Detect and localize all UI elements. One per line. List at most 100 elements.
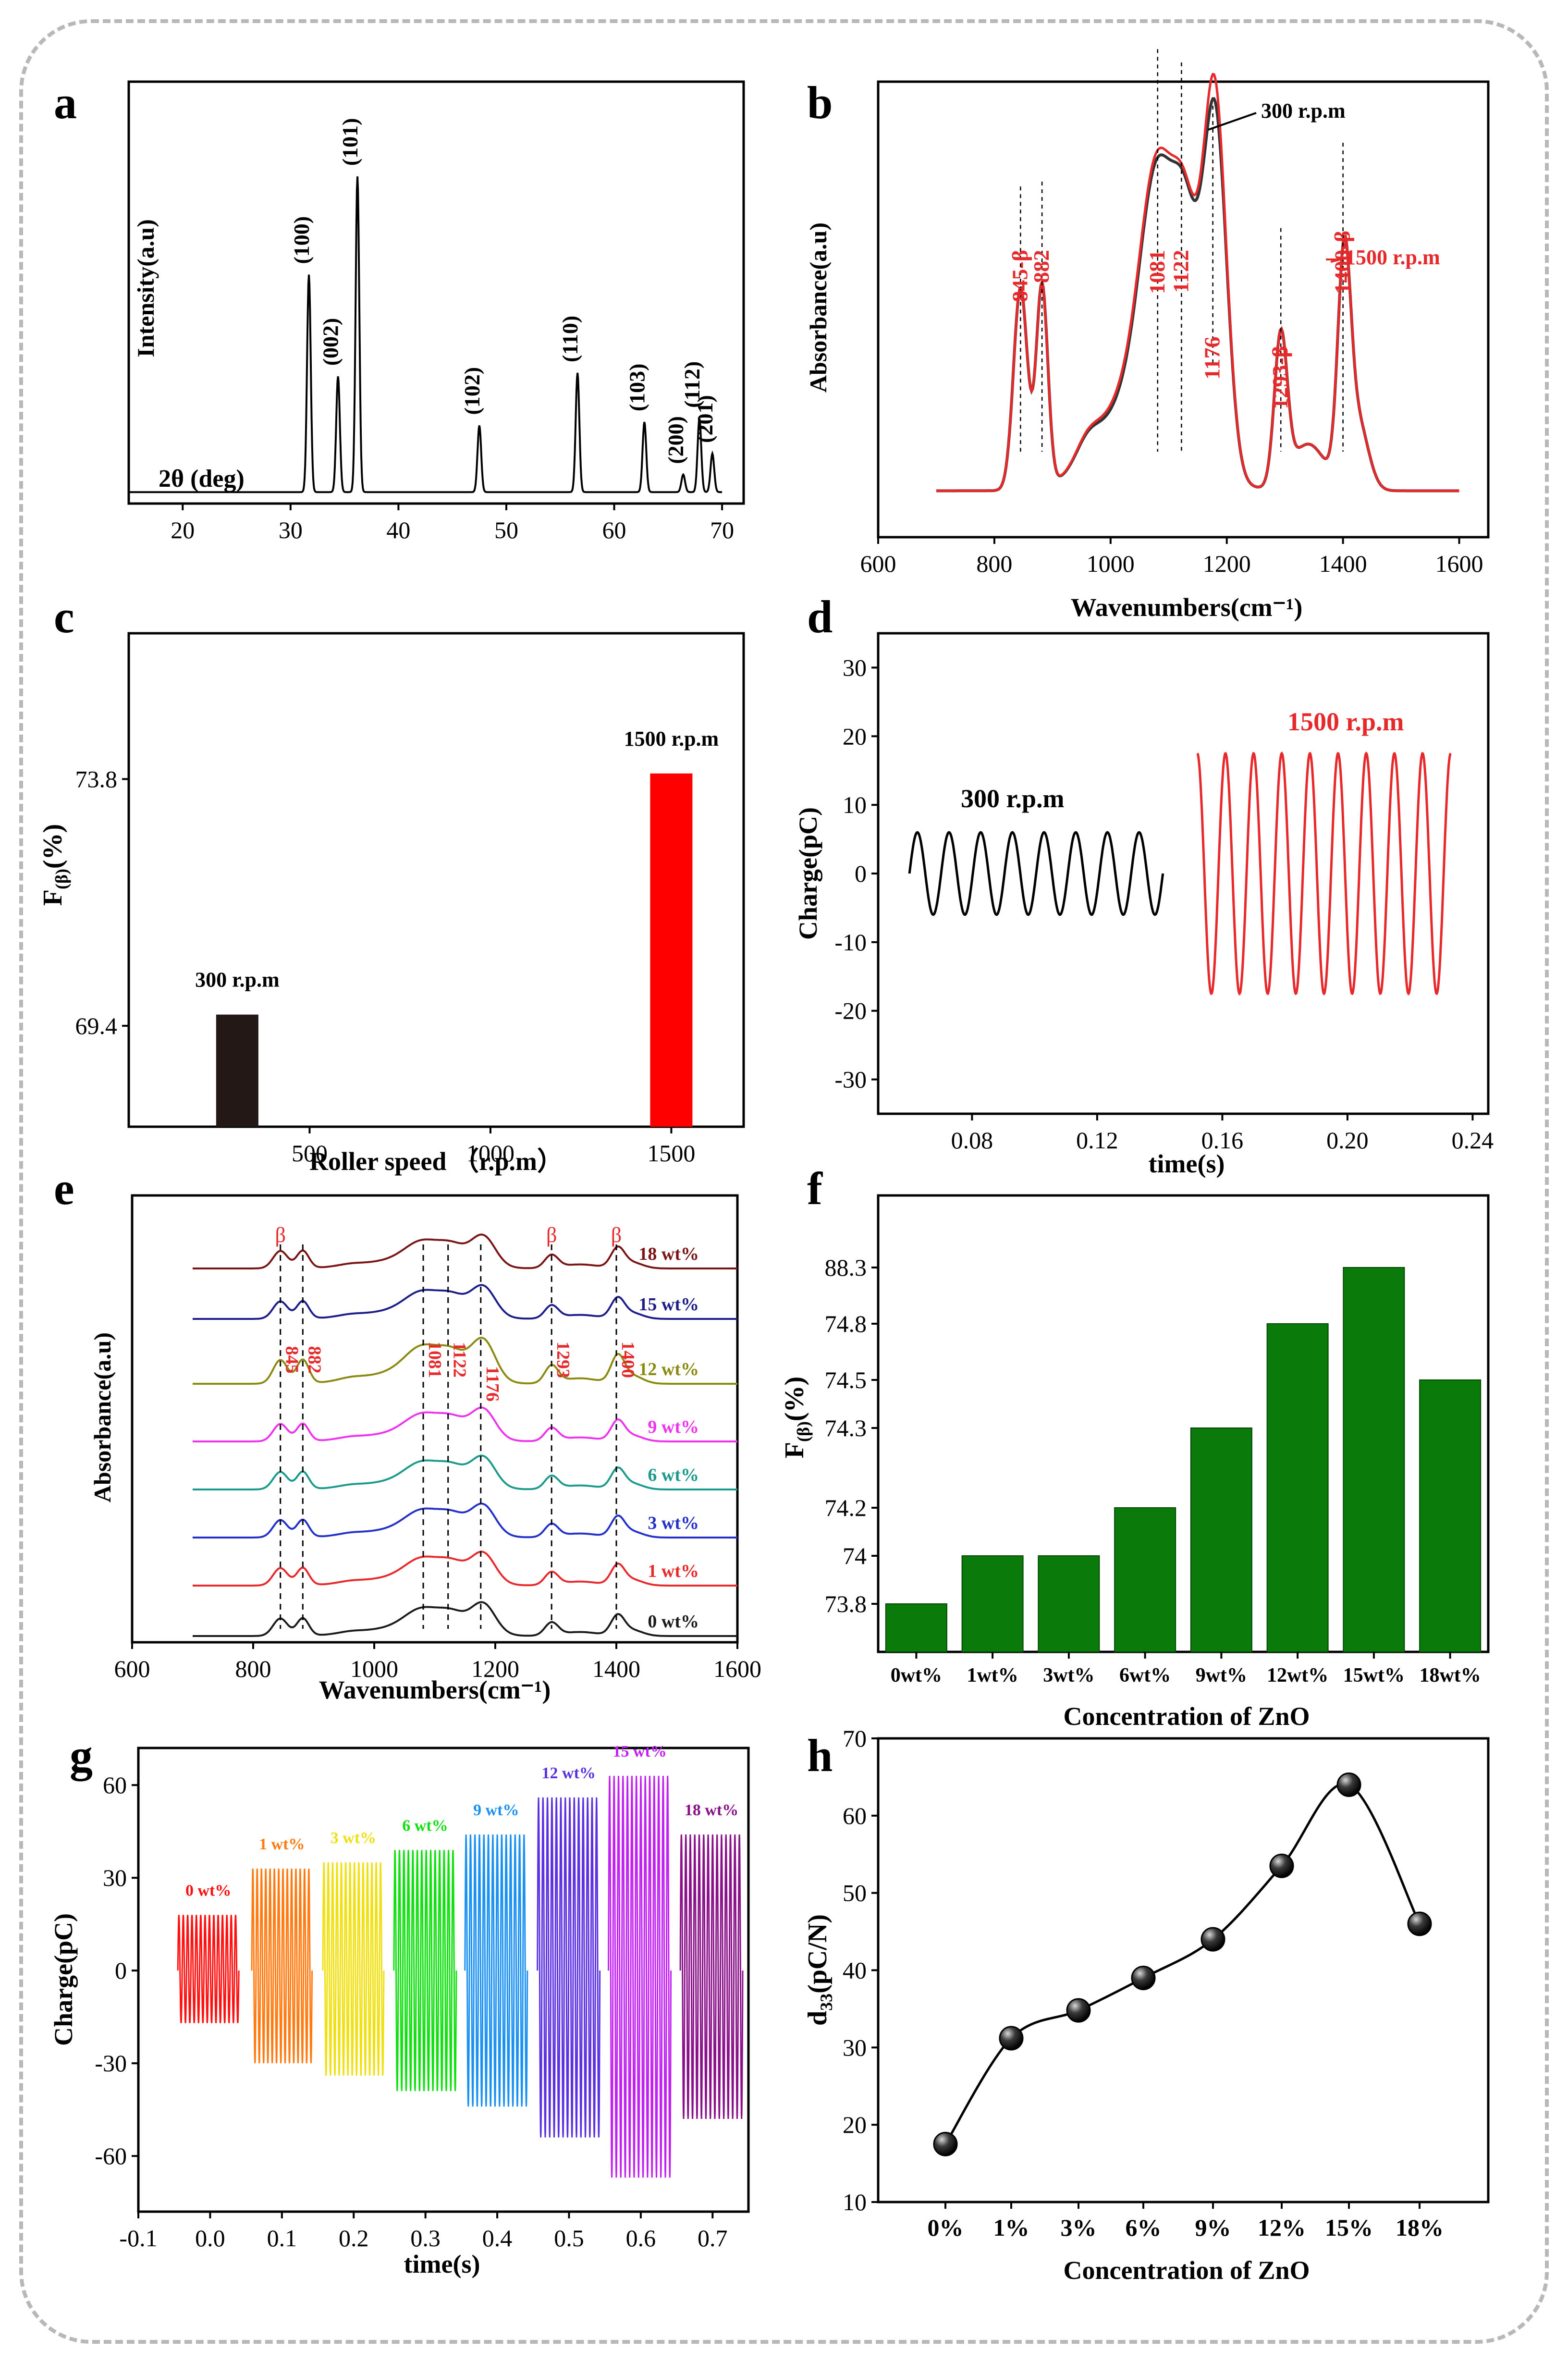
panel-g-x-tick-label-6: 0.5 — [554, 2225, 584, 2252]
dashed-figure-border — [19, 19, 1549, 2344]
panel-h-y-tick-label-0: 10 — [843, 2189, 867, 2215]
panel-h-y-tick-label-4: 50 — [843, 1880, 867, 1907]
panel-g-series-label-0: 0 wt% — [185, 1882, 231, 1899]
panel-b-y-axis-title: Absorbance(a.u) — [805, 222, 832, 393]
panel-d-charge-chart: 0.08 0.12 0.16 0.20 0.24 -30 -20 -10 0 10 20 30 300 … — [794, 632, 1494, 1178]
panel-h-y-tick-label-2: 30 — [843, 2034, 867, 2061]
panel-e-x-axis-title: Wavenumbers(cm⁻¹) — [319, 1675, 551, 1704]
panel-f-x-tick-label-7: 18wt% — [1419, 1664, 1481, 1686]
panel-h-x-tick-label-4: 9% — [1195, 2214, 1231, 2241]
panel-h-y-tick-label-1: 20 — [843, 2111, 867, 2138]
panel-a-peak-label-2: (101) — [338, 118, 362, 166]
panel-e-series-label-3: 6 wt% — [648, 1465, 699, 1485]
panel-d-y-tick-label-1: -20 — [834, 997, 867, 1024]
panel-g-charge-chart: -0.1 0.0 0.1 0.2 0.3 0.4 0.5 0.6 0.7 -60 -30 0 30 60 0… — [49, 1743, 750, 2278]
panel-e-beta-mark-1: β — [546, 1223, 557, 1247]
panel-c-x-tick-label-2: 1500 — [647, 1140, 695, 1167]
panel-h-y-axis-title: d33(pC/N) — [803, 1914, 836, 2026]
panel-g-series-line-2 — [322, 1862, 385, 2076]
panel-b-band-label-0: 845-β — [1007, 250, 1032, 302]
panel-h-x-tick-label-0: 0% — [928, 2214, 964, 2241]
panel-label-f: f — [807, 1163, 822, 1214]
panel-b-plot-frame — [877, 80, 1490, 539]
panel-e-band-label-2: 1081 — [425, 1341, 445, 1378]
panel-e-series-label-1: 1 wt% — [648, 1561, 699, 1581]
panel-c-y-tick-label-1: 73.8 — [75, 765, 118, 792]
panel-d-y-tick-label-2: -10 — [834, 929, 867, 956]
panel-h-point-3 — [1131, 1966, 1156, 1991]
panel-a-peak-label-5: (103) — [625, 364, 649, 412]
panel-b-legend-300-arrow — [1208, 112, 1257, 131]
panel-f-x-tick-label-4: 9wt% — [1196, 1664, 1247, 1686]
panel-h-point-4 — [1200, 1927, 1225, 1952]
panel-e-series-line-0 — [193, 1601, 737, 1637]
panel-label-h: h — [807, 1730, 833, 1781]
panel-g-y-axis-title: Charge(pC) — [49, 1913, 78, 2046]
panel-h-y-tick-label-5: 60 — [843, 1802, 867, 1829]
panel-e-x-tick-label-1: 800 — [235, 1655, 271, 1682]
panel-g-series-line-4 — [464, 1834, 528, 2107]
panel-g-x-tick-label-7: 0.6 — [626, 2225, 656, 2252]
panel-a-xrd-chart: 20 30 40 50 60 70 (100) (002) (101) (102) (110) (10… — [127, 80, 745, 543]
panel-e-series-line-4 — [193, 1406, 737, 1442]
panel-h-point-0 — [933, 2131, 958, 2156]
panel-b-legend-300: 300 r.p.m — [1261, 99, 1346, 123]
panel-d-y-tick-label-4: 10 — [843, 791, 867, 818]
panel-e-band-label-5: 1293 — [553, 1341, 573, 1378]
panel-f-bar-chart: 73.8 74 74.2 74.3 74.5 74.8 88.3 0wt% 1wt% 3wt% 6w… — [780, 1194, 1490, 1731]
panel-label-d: d — [807, 591, 833, 642]
panel-e-x-tick-label-0: 600 — [114, 1655, 150, 1682]
panel-h-d33-chart: 10 20 30 40 50 60 70 0% 1% 3% 6% 9% 12% 15% 18% Concent… — [803, 1725, 1490, 2285]
panel-c-x-axis-title: Roller speed （r.p.m） — [309, 1147, 563, 1176]
panel-c-y-axis-title: F(β)(%) — [38, 824, 71, 906]
panel-f-bar-7 — [1419, 1379, 1482, 1652]
panel-b-band-label-2: 1081 — [1145, 250, 1169, 294]
panel-f-y-tick-label-2: 74.2 — [825, 1494, 867, 1521]
panel-a-peak-label-8: (201) — [693, 395, 717, 443]
panel-e-series-label-4: 9 wt% — [648, 1417, 699, 1437]
panel-c-plot-frame — [127, 632, 745, 1128]
panel-e-series-line-5 — [193, 1337, 737, 1385]
panel-e-band-label-4: 1176 — [482, 1366, 502, 1402]
panel-e-series-label-7: 18 wt% — [638, 1244, 699, 1264]
panel-c-bar-0 — [216, 1014, 258, 1127]
panel-e-series-line-3 — [193, 1454, 737, 1490]
panel-h-point-6 — [1336, 1772, 1361, 1797]
panel-g-x-tick-label-2: 0.1 — [267, 2225, 297, 2252]
panel-e-series-label-2: 3 wt% — [648, 1513, 699, 1533]
panel-f-y-tick-label-5: 74.8 — [825, 1310, 867, 1337]
panel-b-x-tick-label-3: 1200 — [1203, 550, 1251, 577]
panel-g-x-tick-label-1: 0.0 — [195, 2225, 225, 2252]
panel-d-y-tick-label-6: 30 — [843, 654, 867, 681]
panel-e-series-line-6 — [193, 1284, 737, 1320]
panel-e-ftir-stack-chart: 600 800 1000 1200 1400 1600 0 wt% 1 wt% 3 wt% 6 w… — [89, 1194, 761, 1704]
panel-f-x-tick-label-6: 15wt% — [1343, 1664, 1405, 1686]
panel-a-peak-label-3: (102) — [460, 367, 484, 415]
panel-g-series-label-1: 1 wt% — [259, 1835, 305, 1853]
panel-f-y-tick-label-1: 74 — [843, 1542, 867, 1569]
panel-g-series-label-4: 9 wt% — [473, 1801, 519, 1819]
panel-h-point-7 — [1407, 1911, 1432, 1936]
panel-h-x-tick-label-5: 12% — [1258, 2214, 1306, 2241]
panel-h-x-tick-label-2: 3% — [1061, 2214, 1097, 2241]
panel-a-x-tick-label-3: 50 — [494, 517, 518, 543]
panel-g-series-label-2: 3 wt% — [331, 1829, 376, 1847]
panel-b-legend-1500: 1500 r.p.m — [1345, 246, 1440, 269]
panel-e-beta-mark-0: β — [275, 1223, 286, 1247]
panel-g-series-line-7 — [679, 1834, 744, 2119]
panel-e-series-label-5: 12 wt% — [638, 1359, 699, 1379]
panel-label-a: a — [54, 77, 77, 128]
panel-h-x-axis-title: Concentration of ZnO — [1064, 2256, 1310, 2285]
panel-g-y-tick-label-0: -60 — [95, 2142, 127, 2169]
panel-d-legend-300: 300 r.p.m — [961, 784, 1065, 813]
panel-g-series-label-6: 15 wt% — [612, 1743, 666, 1760]
panel-d-x-tick-label-2: 0.16 — [1201, 1127, 1244, 1154]
panel-c-x-tick-label-0: 500 — [292, 1140, 328, 1167]
panel-f-y-tick-label-4: 74.5 — [825, 1366, 867, 1393]
panel-g-series-line-1 — [251, 1868, 313, 2064]
panel-g-series-line-6 — [608, 1775, 672, 2178]
panel-g-series-line-0 — [177, 1915, 240, 2023]
panel-g-series-line-5 — [537, 1797, 601, 2138]
panel-d-x-axis-title: time(s) — [1149, 1149, 1225, 1178]
